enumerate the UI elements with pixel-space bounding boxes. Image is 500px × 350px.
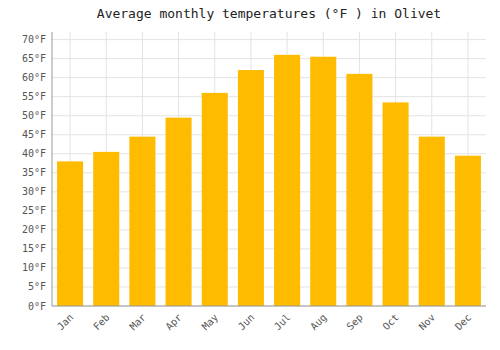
grid-line	[52, 39, 486, 40]
x-axis-line	[52, 306, 486, 307]
tick-label: May	[200, 312, 221, 333]
bar	[455, 156, 481, 306]
tick-label: 35°F	[22, 167, 46, 178]
tick-label: Jul	[272, 312, 293, 333]
tick-label: Feb	[91, 312, 112, 333]
tick-label: Oct	[380, 312, 401, 333]
tick-label: 10°F	[22, 262, 46, 273]
bar	[310, 57, 336, 306]
bar	[383, 102, 409, 306]
title: Average monthly temperatures (°F ) in Ol…	[97, 6, 441, 21]
tick-label: Mar	[127, 312, 148, 333]
tick-label: Sep	[344, 312, 365, 333]
tick-label: 5°F	[28, 281, 46, 292]
grid-line	[52, 306, 486, 307]
tick-label: 60°F	[22, 72, 46, 83]
chart-container: Average monthly temperatures (°F ) in Ol…	[0, 0, 500, 350]
x-axis: Jan Feb Mar Apr May Jun Jul Aug Sep Oct Nov Dec	[55, 312, 473, 333]
tick-label: Jan	[55, 312, 76, 333]
tick-label: 50°F	[22, 110, 46, 121]
bars	[57, 55, 481, 306]
tick-label: 45°F	[22, 129, 46, 140]
grid	[52, 32, 486, 306]
tick-label: 20°F	[22, 224, 46, 235]
grid-line	[52, 134, 486, 135]
bar	[57, 161, 83, 306]
tick-label: Apr	[163, 312, 184, 333]
tick-label: Dec	[453, 312, 474, 333]
y-axis-line	[52, 32, 53, 306]
bar	[238, 70, 264, 306]
tick-label: Nov	[417, 312, 438, 333]
bar	[202, 93, 228, 306]
tick-label: 40°F	[22, 148, 46, 159]
tick-label: 70°F	[22, 34, 46, 45]
y-axis: 0°F 5°F 10°F 15°F 20°F 25°F 30°F 35°F 40°F 45°F 50…	[22, 34, 46, 311]
bar	[93, 152, 119, 306]
tick-label: 15°F	[22, 243, 46, 254]
tick-label: 30°F	[22, 186, 46, 197]
tick-label: 0°F	[28, 301, 46, 312]
tick-label: Jun	[236, 312, 257, 333]
grid-line	[52, 115, 486, 116]
grid-line	[52, 77, 486, 78]
grid-line	[52, 96, 486, 97]
bar	[419, 137, 445, 306]
bar	[274, 55, 300, 306]
tick-label: 65°F	[22, 53, 46, 64]
bar	[346, 74, 372, 306]
chart: Average monthly temperatures (°F ) in Ol…	[0, 0, 500, 350]
grid-line	[52, 58, 486, 59]
bar	[129, 137, 155, 306]
tick-label: 55°F	[22, 91, 46, 102]
bar	[166, 118, 192, 306]
tick-label: 25°F	[22, 205, 46, 216]
tick-label: Aug	[308, 312, 329, 333]
